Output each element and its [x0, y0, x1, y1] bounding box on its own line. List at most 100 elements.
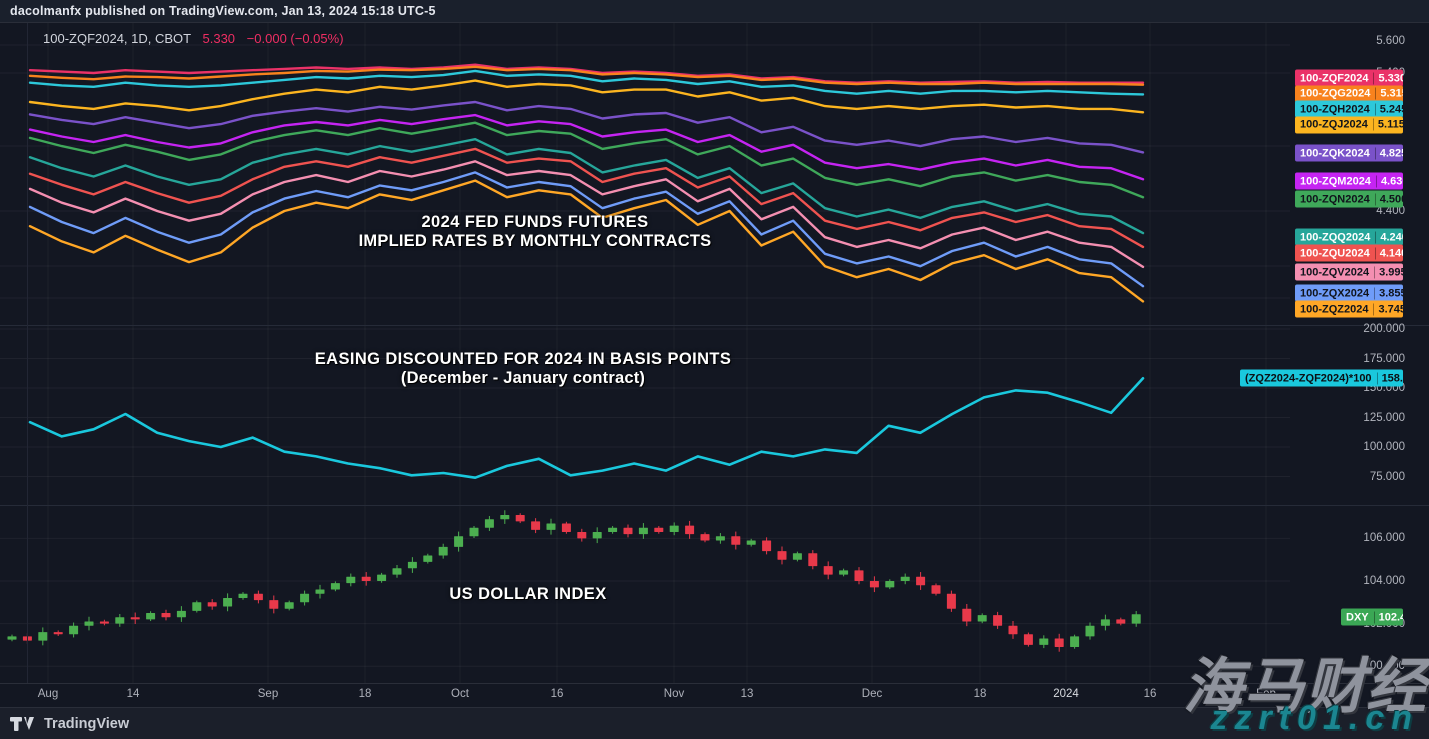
time-axis-label: 14: [126, 688, 140, 700]
candle-body: [792, 553, 802, 560]
time-axis-label: 18: [358, 688, 372, 700]
candle-body: [38, 632, 48, 641]
candle-body: [1039, 638, 1049, 645]
pill-symbol-label: 100-ZQZ2024: [1300, 303, 1369, 315]
candle-body: [407, 561, 417, 569]
pill-symbol-label: 100-ZQH2024: [1300, 103, 1370, 115]
candle-body: [69, 625, 79, 635]
price-axis-label: 175.000: [1363, 352, 1405, 365]
pane-separator[interactable]: [0, 505, 1429, 506]
candle-body: [454, 536, 464, 547]
series-line-100-ZQH2024: [28, 69, 1145, 96]
time-axis-label: 18: [973, 688, 987, 700]
price-label-pill: 100-ZQJ2024 5.115: [1295, 116, 1403, 133]
price-axis-label: 125.000: [1363, 411, 1405, 424]
price-label-pill: 100-ZQU2024 4.140: [1295, 244, 1403, 262]
pill-symbol-label: 100-ZQN2024: [1300, 193, 1370, 205]
candle-body: [161, 612, 171, 618]
tradingview-brand-text[interactable]: TradingView: [44, 715, 130, 732]
candle-body: [469, 527, 479, 537]
time-axis-label: Sep: [257, 688, 279, 700]
pane-separator[interactable]: [0, 325, 1429, 326]
candle-body: [284, 602, 294, 609]
price-label-pill: DXY 102.439: [1341, 608, 1403, 626]
attribution-text: dacolmanfx published on TradingView.com,…: [10, 4, 436, 18]
candle-body: [685, 525, 695, 535]
pill-price-value: 5.315: [1375, 87, 1403, 100]
pane-left-border: [27, 23, 28, 683]
pill-symbol-label: DXY: [1346, 611, 1369, 623]
watermark-url: zzrt01.cn: [1210, 699, 1419, 737]
pill-symbol-label: 100-ZQK2024: [1300, 147, 1370, 159]
panel1-annotation-line2: IMPLIED RATES BY MONTHLY CONTRACTS: [358, 232, 712, 250]
symbol-legend[interactable]: 100-ZQF2024, 1D, CBOT 5.330 −0.000 (−0.0…: [43, 31, 344, 46]
panel2-annotation: EASING DISCOUNTED FOR 2024 IN BASIS POIN…: [315, 350, 732, 388]
candle-body: [546, 523, 556, 530]
candle-body: [515, 514, 525, 522]
series-line-100-ZQN2024: [28, 121, 1145, 199]
pill-price-value: 3.745: [1373, 303, 1403, 315]
candle-body: [361, 576, 371, 581]
candle-body: [715, 536, 725, 541]
price-axis-label: 106.000: [1363, 532, 1405, 545]
candle-body: [423, 555, 433, 562]
panel1-annotation-line1: 2024 FED FUNDS FUTURES: [421, 213, 649, 231]
candle-body: [916, 576, 926, 586]
candle-body: [99, 621, 109, 624]
footer-bar: TradingView: [0, 707, 1429, 739]
candle-body: [484, 519, 494, 528]
candle-body: [900, 576, 910, 581]
panel2-annotation-line1: EASING DISCOUNTED FOR 2024 IN BASIS POIN…: [314, 350, 732, 368]
panel1-annotation: 2024 FED FUNDS FUTURES IMPLIED RATES BY …: [359, 213, 712, 251]
price-label-pill: 100-ZQX2024 3.855: [1295, 284, 1403, 302]
pill-price-value: 4.500: [1374, 193, 1403, 205]
candle-body: [130, 617, 140, 620]
panel3-annotation: US DOLLAR INDEX: [449, 585, 606, 604]
candle-body: [977, 615, 987, 622]
candle-body: [731, 536, 741, 545]
pill-symbol-label: 100-ZQJ2024: [1300, 118, 1368, 131]
price-axis-label: 75.000: [1369, 470, 1405, 483]
pill-price-value: 4.240: [1375, 231, 1403, 243]
price-label-pill: 100-ZQG2024 5.315: [1295, 85, 1403, 102]
price-label-pill: 100-ZQZ2024 3.745: [1295, 300, 1403, 318]
pill-price-value: 5.115: [1372, 118, 1403, 131]
pill-symbol-label: 100-ZQX2024: [1300, 287, 1370, 299]
series-line-100-ZQM2024: [28, 113, 1145, 181]
pill-symbol-label: 100-ZQG2024: [1300, 87, 1371, 100]
candle-body: [377, 574, 387, 581]
candle-body: [1116, 619, 1126, 624]
pill-symbol-label: 100-ZQU2024: [1300, 247, 1370, 259]
panel3-annotation-line1: US DOLLAR INDEX: [449, 585, 607, 603]
candle-body: [531, 521, 541, 530]
candle-body: [1100, 619, 1110, 626]
price-label-pill: 100-ZQM2024 4.630: [1295, 172, 1403, 190]
candle-body: [808, 553, 818, 567]
price-label-pill: 100-ZQV2024 3.995: [1295, 263, 1403, 281]
candle-body: [1054, 638, 1064, 648]
legend-symbol[interactable]: 100-ZQF2024, 1D, CBOT: [43, 31, 191, 46]
candle-body: [885, 581, 895, 588]
candle-body: [84, 621, 94, 626]
candle-body: [1023, 634, 1033, 645]
price-label-pill: 100-ZQN2024 4.500: [1295, 190, 1403, 208]
pill-price-value: 102.439: [1373, 611, 1403, 623]
time-axis-border: [0, 683, 1429, 684]
pill-price-value: 3.855: [1374, 287, 1403, 299]
price-axis-label: 4.400: [1376, 205, 1405, 217]
candle-body: [392, 568, 402, 575]
tradingview-logo-icon[interactable]: [8, 714, 38, 734]
spread-line: [28, 376, 1145, 480]
series-line-100-ZQG2024: [28, 65, 1145, 86]
pill-price-value: 3.995: [1374, 266, 1403, 278]
time-axis-label: 16: [550, 688, 564, 700]
candle-body: [592, 532, 602, 539]
candle-body: [346, 576, 356, 584]
pill-price-value: 5.330: [1373, 72, 1403, 84]
candle-body: [500, 514, 510, 520]
candle-body: [253, 593, 263, 601]
candle-body: [669, 525, 679, 533]
candle-body: [176, 610, 186, 618]
price-axis-label: 200.000: [1363, 323, 1405, 335]
time-axis-label: Nov: [663, 688, 685, 700]
